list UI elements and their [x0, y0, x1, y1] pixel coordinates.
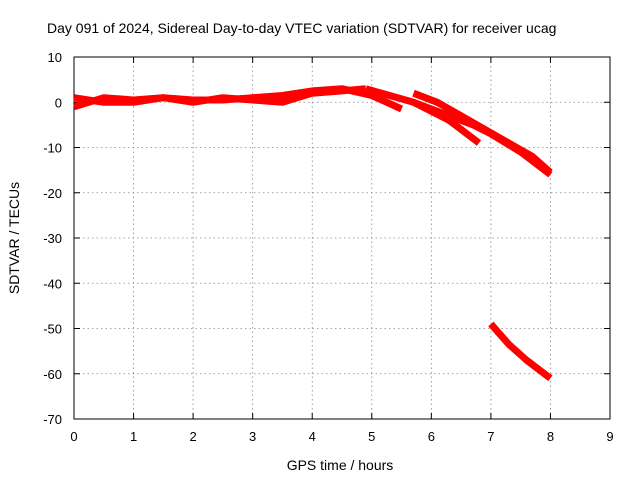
y-tick-label: -40	[43, 276, 62, 291]
series-line	[73, 85, 367, 106]
x-tick-label: 2	[189, 429, 196, 444]
x-tick-label: 7	[487, 429, 494, 444]
y-tick-label: -10	[43, 141, 62, 156]
x-tick-label: 5	[368, 429, 375, 444]
x-tick-label: 4	[309, 429, 316, 444]
x-tick-label: 3	[249, 429, 256, 444]
y-tick-label: -60	[43, 367, 62, 382]
y-tick-label: -20	[43, 186, 62, 201]
x-axis-label: GPS time / hours	[287, 457, 394, 473]
ticks: 0 1 2 3 4 5 6 7 8 9 10 0 -10 -20 -30 -40 -50 -60 -70	[43, 50, 613, 444]
y-tick-label: 0	[55, 95, 62, 110]
y-tick-label: -50	[43, 322, 62, 337]
series-line	[488, 321, 553, 382]
series-line	[411, 99, 482, 146]
series-group	[72, 85, 553, 382]
series-line	[412, 89, 553, 176]
y-tick-label: -70	[43, 412, 62, 427]
x-tick-label: 8	[547, 429, 554, 444]
x-tick-label: 0	[70, 429, 77, 444]
y-tick-label: -30	[43, 231, 62, 246]
x-tick-label: 6	[428, 429, 435, 444]
x-tick-label: 9	[606, 429, 613, 444]
y-tick-label: 10	[48, 50, 62, 65]
x-tick-label: 1	[130, 429, 137, 444]
chart-title: Day 091 of 2024, Sidereal Day-to-day VTE…	[47, 20, 556, 36]
y-axis-label: SDTVAR / TECUs	[6, 182, 22, 294]
